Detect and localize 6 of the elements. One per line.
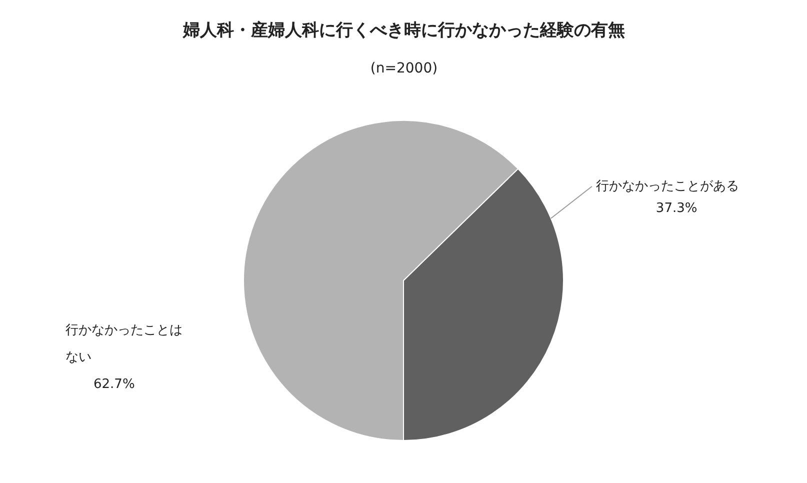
data-label: 62.7% <box>94 377 135 392</box>
data-label: 37.3% <box>656 200 698 216</box>
slice-label: 行かなかったことはない <box>66 323 182 365</box>
chart-subtitle: (n=2000) <box>370 60 438 76</box>
slice-label: 行かなかったことがある <box>596 178 739 194</box>
chart-title: 婦人科・産婦人科に行くべき時に行かなかった経験の有無 <box>182 20 625 40</box>
